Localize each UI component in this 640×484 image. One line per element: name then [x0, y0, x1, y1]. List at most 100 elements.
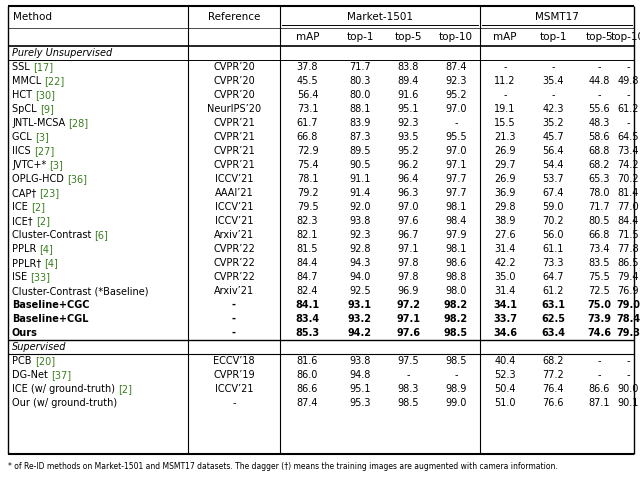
- Text: MMCL: MMCL: [12, 76, 44, 86]
- Text: 95.5: 95.5: [445, 132, 467, 142]
- Text: -: -: [503, 90, 507, 100]
- Text: -: -: [627, 370, 630, 380]
- Text: 42.2: 42.2: [494, 258, 516, 268]
- Text: 79.5: 79.5: [297, 202, 318, 212]
- Text: 98.2: 98.2: [444, 300, 468, 310]
- Text: 97.9: 97.9: [445, 230, 467, 240]
- Text: 97.0: 97.0: [445, 146, 467, 156]
- Text: 71.5: 71.5: [617, 230, 639, 240]
- Text: CVPR’20: CVPR’20: [213, 90, 255, 100]
- Text: 98.2: 98.2: [444, 314, 468, 324]
- Text: 72.5: 72.5: [588, 286, 610, 296]
- Text: 96.2: 96.2: [397, 160, 419, 170]
- Text: SSL: SSL: [12, 62, 33, 72]
- Text: 77.8: 77.8: [617, 244, 639, 254]
- Text: 64.7: 64.7: [542, 272, 564, 282]
- Text: 61.2: 61.2: [617, 104, 639, 114]
- Text: PPLR: PPLR: [12, 244, 40, 254]
- Text: 87.4: 87.4: [297, 398, 318, 408]
- Text: Method: Method: [13, 12, 52, 22]
- Text: 82.4: 82.4: [297, 286, 318, 296]
- Text: CVPR’21: CVPR’21: [213, 132, 255, 142]
- Text: ICE†: ICE†: [12, 216, 36, 226]
- Text: AAAI’21: AAAI’21: [214, 188, 253, 198]
- Text: 98.6: 98.6: [445, 258, 467, 268]
- Text: 37.8: 37.8: [297, 62, 318, 72]
- Text: 85.3: 85.3: [296, 328, 319, 338]
- Text: -: -: [597, 370, 601, 380]
- Text: 82.1: 82.1: [297, 230, 318, 240]
- Text: 84.4: 84.4: [297, 258, 318, 268]
- Text: 29.7: 29.7: [494, 160, 516, 170]
- Text: 26.9: 26.9: [494, 174, 516, 184]
- Text: [37]: [37]: [51, 370, 71, 380]
- Text: 75.4: 75.4: [297, 160, 318, 170]
- Text: 48.3: 48.3: [588, 118, 610, 128]
- Text: mAP: mAP: [493, 32, 516, 42]
- Text: top-10: top-10: [439, 32, 473, 42]
- Text: 92.3: 92.3: [397, 118, 419, 128]
- Text: 98.4: 98.4: [445, 216, 467, 226]
- Text: top-1: top-1: [346, 32, 374, 42]
- Text: 54.4: 54.4: [542, 160, 564, 170]
- Text: OPLG-HCD: OPLG-HCD: [12, 174, 67, 184]
- Text: Our (w/ ground-truth): Our (w/ ground-truth): [12, 398, 117, 408]
- Text: 66.8: 66.8: [297, 132, 318, 142]
- Text: [36]: [36]: [67, 174, 87, 184]
- Text: * of Re-ID methods on Market-1501 and MSMT17 datasets. The dagger (†) means the : * of Re-ID methods on Market-1501 and MS…: [8, 462, 557, 471]
- Text: 97.6: 97.6: [397, 328, 420, 338]
- Text: -: -: [597, 356, 601, 366]
- Text: [2]: [2]: [31, 202, 45, 212]
- Text: 63.4: 63.4: [541, 328, 565, 338]
- Text: 56.0: 56.0: [542, 230, 564, 240]
- Text: [3]: [3]: [35, 132, 49, 142]
- Text: 97.1: 97.1: [397, 314, 420, 324]
- Text: 97.5: 97.5: [397, 356, 419, 366]
- Text: 61.7: 61.7: [297, 118, 318, 128]
- Text: 92.8: 92.8: [349, 244, 371, 254]
- Text: -: -: [232, 300, 236, 310]
- Text: IICS: IICS: [12, 146, 34, 156]
- Text: 73.1: 73.1: [297, 104, 318, 114]
- Text: SpCL: SpCL: [12, 104, 40, 114]
- Text: PCB: PCB: [12, 356, 35, 366]
- Text: 98.9: 98.9: [445, 384, 467, 394]
- Text: 95.1: 95.1: [349, 384, 371, 394]
- Text: 42.3: 42.3: [542, 104, 564, 114]
- Text: 71.7: 71.7: [588, 202, 610, 212]
- Text: 73.4: 73.4: [588, 244, 610, 254]
- Text: 96.9: 96.9: [398, 286, 419, 296]
- Text: ICCV’21: ICCV’21: [215, 174, 253, 184]
- Text: 86.6: 86.6: [297, 384, 318, 394]
- Text: 97.8: 97.8: [397, 272, 419, 282]
- Text: -: -: [407, 370, 410, 380]
- Text: GCL: GCL: [12, 132, 35, 142]
- Text: 98.5: 98.5: [444, 328, 468, 338]
- Text: 98.1: 98.1: [445, 202, 467, 212]
- Text: -: -: [232, 314, 236, 324]
- Text: 96.3: 96.3: [398, 188, 419, 198]
- Text: [6]: [6]: [95, 230, 108, 240]
- Text: 11.2: 11.2: [494, 76, 516, 86]
- Text: JNTL-MCSA: JNTL-MCSA: [12, 118, 68, 128]
- Text: Market-1501: Market-1501: [347, 12, 413, 22]
- Text: 56.4: 56.4: [542, 146, 564, 156]
- Text: 94.0: 94.0: [349, 272, 371, 282]
- Text: [4]: [4]: [40, 244, 53, 254]
- Text: 35.4: 35.4: [542, 76, 564, 86]
- Text: 78.0: 78.0: [588, 188, 610, 198]
- Text: 90.5: 90.5: [349, 160, 371, 170]
- Text: ICCV’21: ICCV’21: [215, 384, 253, 394]
- Text: 77.2: 77.2: [542, 370, 564, 380]
- Text: Baseline+CGL: Baseline+CGL: [12, 314, 88, 324]
- Text: 88.1: 88.1: [349, 104, 371, 114]
- Text: 93.8: 93.8: [349, 216, 371, 226]
- Text: 87.3: 87.3: [349, 132, 371, 142]
- Text: CVPR’19: CVPR’19: [213, 370, 255, 380]
- Text: 50.4: 50.4: [494, 384, 516, 394]
- Text: 68.2: 68.2: [542, 356, 564, 366]
- Text: Supervised: Supervised: [12, 342, 67, 352]
- Text: ISE: ISE: [12, 272, 30, 282]
- Text: HCT: HCT: [12, 90, 35, 100]
- Text: ICE (w/ ground-truth): ICE (w/ ground-truth): [12, 384, 118, 394]
